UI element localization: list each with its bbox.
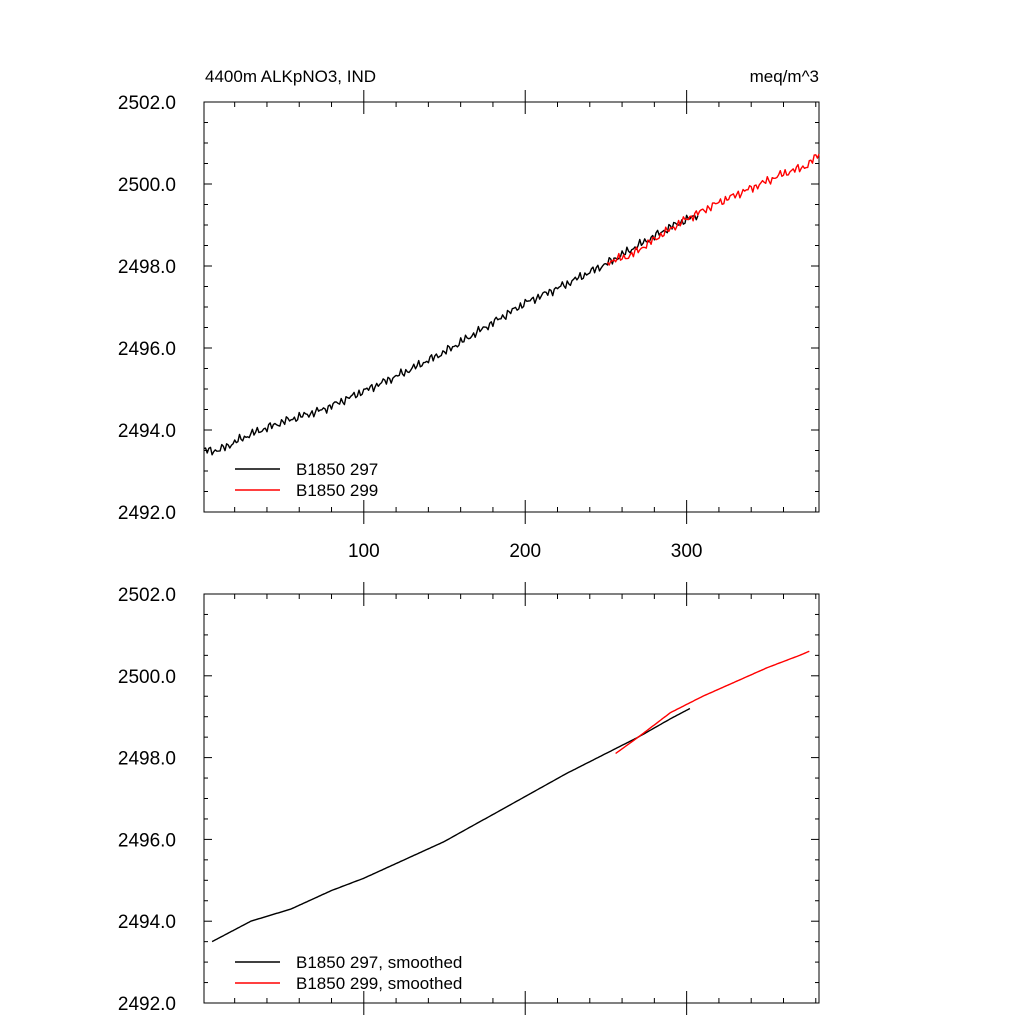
legend-label: B1850 297 [296, 460, 378, 479]
legend-label: B1850 297, smoothed [296, 953, 462, 972]
legend-label: B1850 299, smoothed [296, 974, 462, 993]
x-tick-label: 100 [348, 541, 380, 562]
x-tick-label: 200 [509, 541, 541, 562]
legend-label: B1850 299 [296, 481, 378, 500]
y-tick-label: 2492.0 [118, 503, 176, 524]
y-tick-label: 2494.0 [118, 421, 176, 442]
y-tick-label: 2496.0 [118, 830, 176, 851]
plot-frame [203, 101, 820, 513]
series-line-1 [211, 707, 691, 943]
chart-panel-2: 2492.0 2494.0 2496.0 2498.0 2500.0 2502.0 B185… [118, 582, 820, 1015]
chart-title-left: 4400m ALKpNO3, IND [205, 67, 376, 86]
x-tick-label: 300 [671, 541, 703, 562]
y-tick-label: 2496.0 [118, 339, 176, 360]
y-tick-label: 2502.0 [118, 585, 176, 606]
series-line-2 [606, 153, 820, 266]
y-tick-label: 2494.0 [118, 912, 176, 933]
y-tick-label: 2500.0 [118, 175, 176, 196]
series-line-1 [203, 214, 699, 456]
y-tick-label: 2498.0 [118, 257, 176, 278]
y-tick-label: 2500.0 [118, 667, 176, 688]
chart-units-label: meq/m^3 [750, 67, 819, 86]
y-tick-label: 2502.0 [118, 93, 176, 114]
y-tick-label: 2492.0 [118, 994, 176, 1015]
y-tick-label: 2498.0 [118, 749, 176, 770]
series-line-2 [615, 650, 810, 755]
chart-panel-1: 2492.0 2494.0 2496.0 2498.0 2500.0 2502.0 100 2… [118, 90, 820, 562]
plot-frame [203, 593, 820, 1004]
